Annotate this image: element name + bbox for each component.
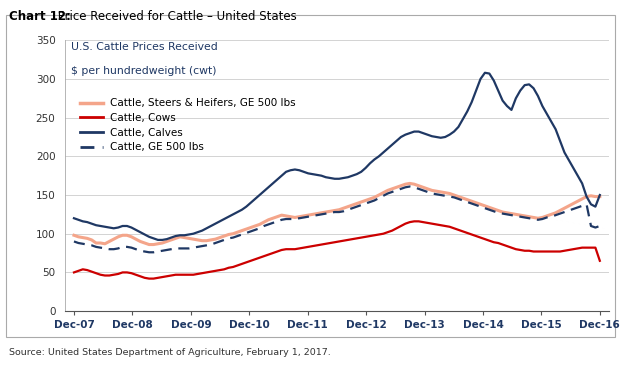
Text: Chart 12:: Chart 12: [9, 10, 71, 23]
Text: U.S. Cattle Prices Received: U.S. Cattle Prices Received [71, 42, 217, 52]
Text: Price Received for Cattle – United States: Price Received for Cattle – United State… [54, 10, 297, 23]
Text: $ per hundredweight (cwt): $ per hundredweight (cwt) [71, 66, 216, 76]
Legend: Cattle, Steers & Heifers, GE 500 lbs, Cattle, Cows, Cattle, Calves, Cattle, GE 5: Cattle, Steers & Heifers, GE 500 lbs, Ca… [76, 94, 300, 157]
Text: Source: United States Department of Agriculture, February 1, 2017.: Source: United States Department of Agri… [9, 348, 331, 357]
